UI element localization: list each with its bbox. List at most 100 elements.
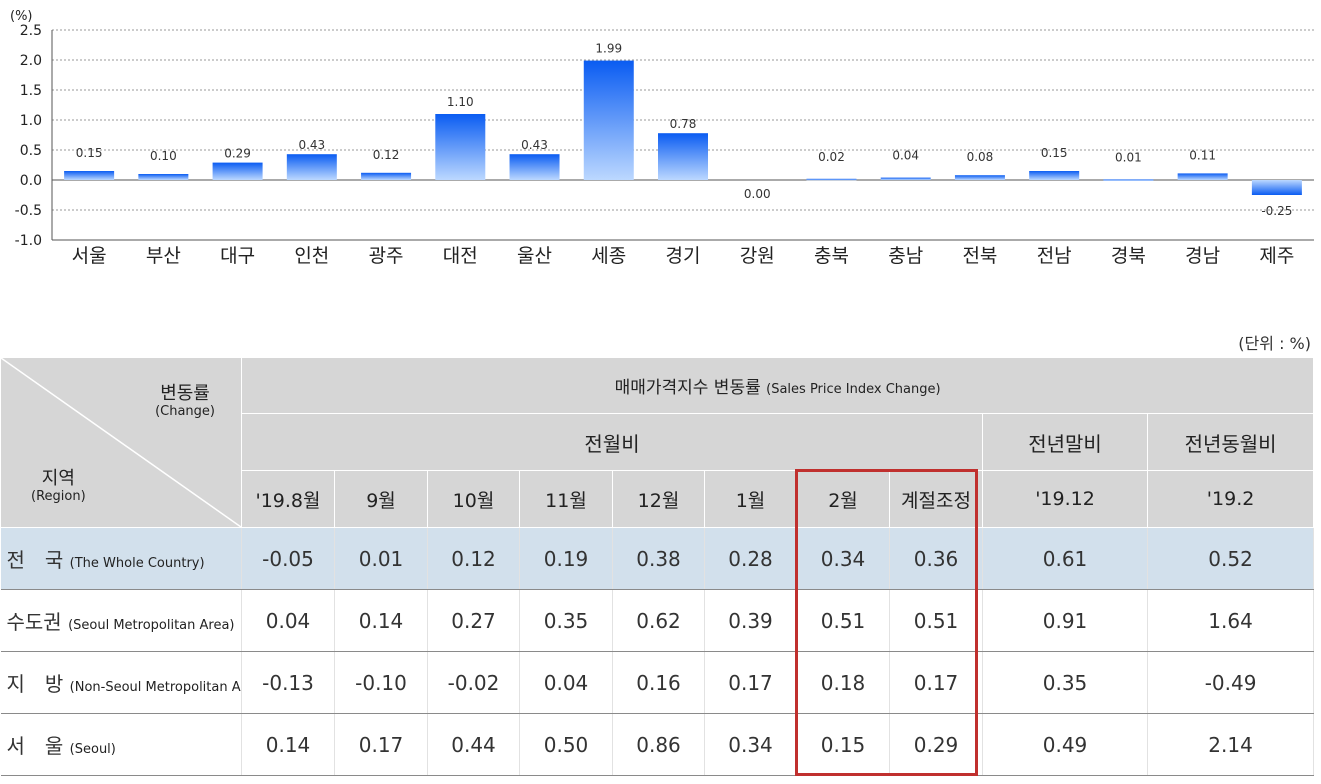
y-tick-label: 2.5: [20, 23, 42, 39]
value-cell: 0.28: [704, 527, 797, 590]
bar: [435, 114, 486, 180]
value-label: 0.15: [76, 146, 103, 160]
category-label: 강원: [740, 245, 775, 267]
y-tick-label: 1.0: [20, 113, 42, 129]
main-header-en: (Sales Price Index Change): [766, 382, 941, 397]
value-cell: 0.29: [889, 713, 983, 776]
value-cell: 0.04: [519, 651, 613, 714]
value-cell: 0.17: [889, 651, 983, 714]
bar: [954, 175, 1005, 180]
value-cell: 0.01: [334, 527, 428, 590]
unit-note: (단위 : %): [1238, 334, 1311, 353]
column-header: 11월: [519, 470, 613, 528]
y-axis-ticks: 2.5 2.0 1.5 1.0 0.5 0.0 -0.5 -1.0: [15, 23, 42, 249]
table-row: 수도권 (Seoul Metropolitan Area) 0.04 0.14 0.2…: [0, 589, 1315, 652]
value-cell: 0.14: [334, 589, 428, 652]
bars: [64, 60, 1302, 195]
group-header-mom: 전월비: [241, 413, 983, 471]
value-label: 0.00: [744, 187, 771, 201]
region-cell: 지 방 (Non-Seoul Metropolitan Area): [0, 651, 242, 714]
y-tick-label: 0.0: [20, 173, 42, 189]
value-label: 0.01: [1115, 150, 1142, 164]
column-header: '19.12: [982, 470, 1148, 528]
value-cell: -0.49: [1146, 651, 1315, 714]
bar: [880, 177, 931, 180]
value-cell: 0.39: [704, 589, 797, 652]
category-label: 인천: [294, 245, 329, 267]
value-cell: -0.13: [241, 651, 335, 714]
value-cell: 0.34: [704, 713, 797, 776]
value-label: 0.43: [521, 138, 548, 152]
value-cell: 0.27: [427, 589, 520, 652]
value-cell: 0.15: [796, 713, 890, 776]
region-cell: 수도권 (Seoul Metropolitan Area): [0, 589, 242, 652]
column-header: '19.2: [1146, 470, 1315, 528]
bar: [1029, 171, 1080, 180]
value-cell: 0.35: [982, 651, 1148, 714]
table-row: 서 울 (Seoul) 0.14 0.17 0.44 0.50 0.86 0.34 0.15 0…: [0, 713, 1315, 776]
column-header: 12월: [612, 470, 705, 528]
bar: [583, 60, 634, 180]
category-labels: 서울 부산 대구 인천 광주 대전 울산 세종 경기 강원 충북 충남 전북 전남 경북 경남 제주: [72, 245, 1295, 267]
table-row: 지 방 (Non-Seoul Metropolitan Area)-0.13-0…: [0, 651, 1315, 714]
y-tick-label: -0.5: [15, 203, 42, 219]
bar: [509, 154, 560, 180]
value-cell: 0.35: [519, 589, 613, 652]
value-cell: 0.38: [612, 527, 705, 590]
corner-region-en: (Region): [31, 489, 86, 505]
category-label: 울산: [517, 245, 552, 267]
regional-bar-chart: 2.52.01.51.00.50.0-0.5-1.0 0.15 0.10 0.290…: [10, 9, 1314, 267]
group-header-ytd: 전년말비: [982, 413, 1148, 471]
bar: [1103, 179, 1154, 181]
value-cell: 0.19: [519, 527, 613, 590]
bar: [1177, 173, 1228, 180]
bar: [64, 171, 115, 180]
y-axis-unit-label: (%): [10, 9, 33, 24]
category-label: 경북: [1111, 245, 1146, 267]
column-header: 10월: [427, 470, 520, 528]
corner-change-label: 변동률: [160, 383, 210, 404]
price-index-table: 변동률 (Change) 지역 (Region) 매매가격지수 변동률 (Sal…: [0, 357, 1315, 776]
category-label: 충북: [814, 245, 849, 267]
value-label: 0.02: [818, 150, 845, 164]
category-label: 제주: [1259, 245, 1294, 267]
category-label: 대전: [443, 245, 478, 267]
value-cell: -0.05: [241, 527, 335, 590]
category-label: 전북: [962, 245, 997, 267]
bar: [806, 178, 857, 181]
y-tick-label: 0.5: [20, 143, 42, 159]
main-header: 매매가격지수 변동률 (Sales Price Index Change): [240, 357, 1315, 414]
region-name-ko: 지 방: [6, 672, 64, 696]
corner-change-en: (Change): [155, 403, 215, 419]
y-tick-label: -1.0: [15, 233, 42, 249]
column-header: 2월: [796, 470, 890, 528]
value-label: 0.04: [892, 149, 919, 163]
value-cell: 0.51: [796, 589, 890, 652]
region-cell: 전 국 (The Whole Country): [0, 527, 242, 590]
value-cell: 0.16: [612, 651, 705, 714]
value-cell: 0.86: [612, 713, 705, 776]
category-label: 경남: [1185, 245, 1220, 267]
value-label: 0.12: [373, 148, 400, 162]
region-name-en: (Seoul Metropolitan Area): [68, 618, 235, 633]
category-label: 전남: [1037, 245, 1072, 267]
y-tick-label: 2.0: [20, 53, 42, 69]
column-header: 9월: [334, 470, 428, 528]
region-name-ko: 전 국: [6, 548, 64, 572]
value-cell: 0.36: [889, 527, 983, 590]
category-label: 경기: [666, 245, 701, 267]
value-cell: 0.51: [889, 589, 983, 652]
region-name-ko: 서 울: [6, 734, 64, 758]
value-cell: 2.14: [1146, 713, 1315, 776]
value-cell: 0.17: [704, 651, 797, 714]
y-tick-label: 1.5: [20, 83, 42, 99]
category-label: 충남: [888, 245, 923, 267]
region-name-ko: 수도권: [6, 610, 62, 634]
region-name-en: (Seoul): [69, 742, 116, 757]
value-cell: 0.50: [519, 713, 613, 776]
region-name-en: (The Whole Country): [69, 556, 205, 571]
value-cell: -0.10: [334, 651, 428, 714]
value-label: 1.10: [447, 95, 474, 109]
value-label: 0.10: [150, 149, 177, 163]
corner-header: 변동률 (Change) 지역 (Region): [0, 357, 242, 528]
